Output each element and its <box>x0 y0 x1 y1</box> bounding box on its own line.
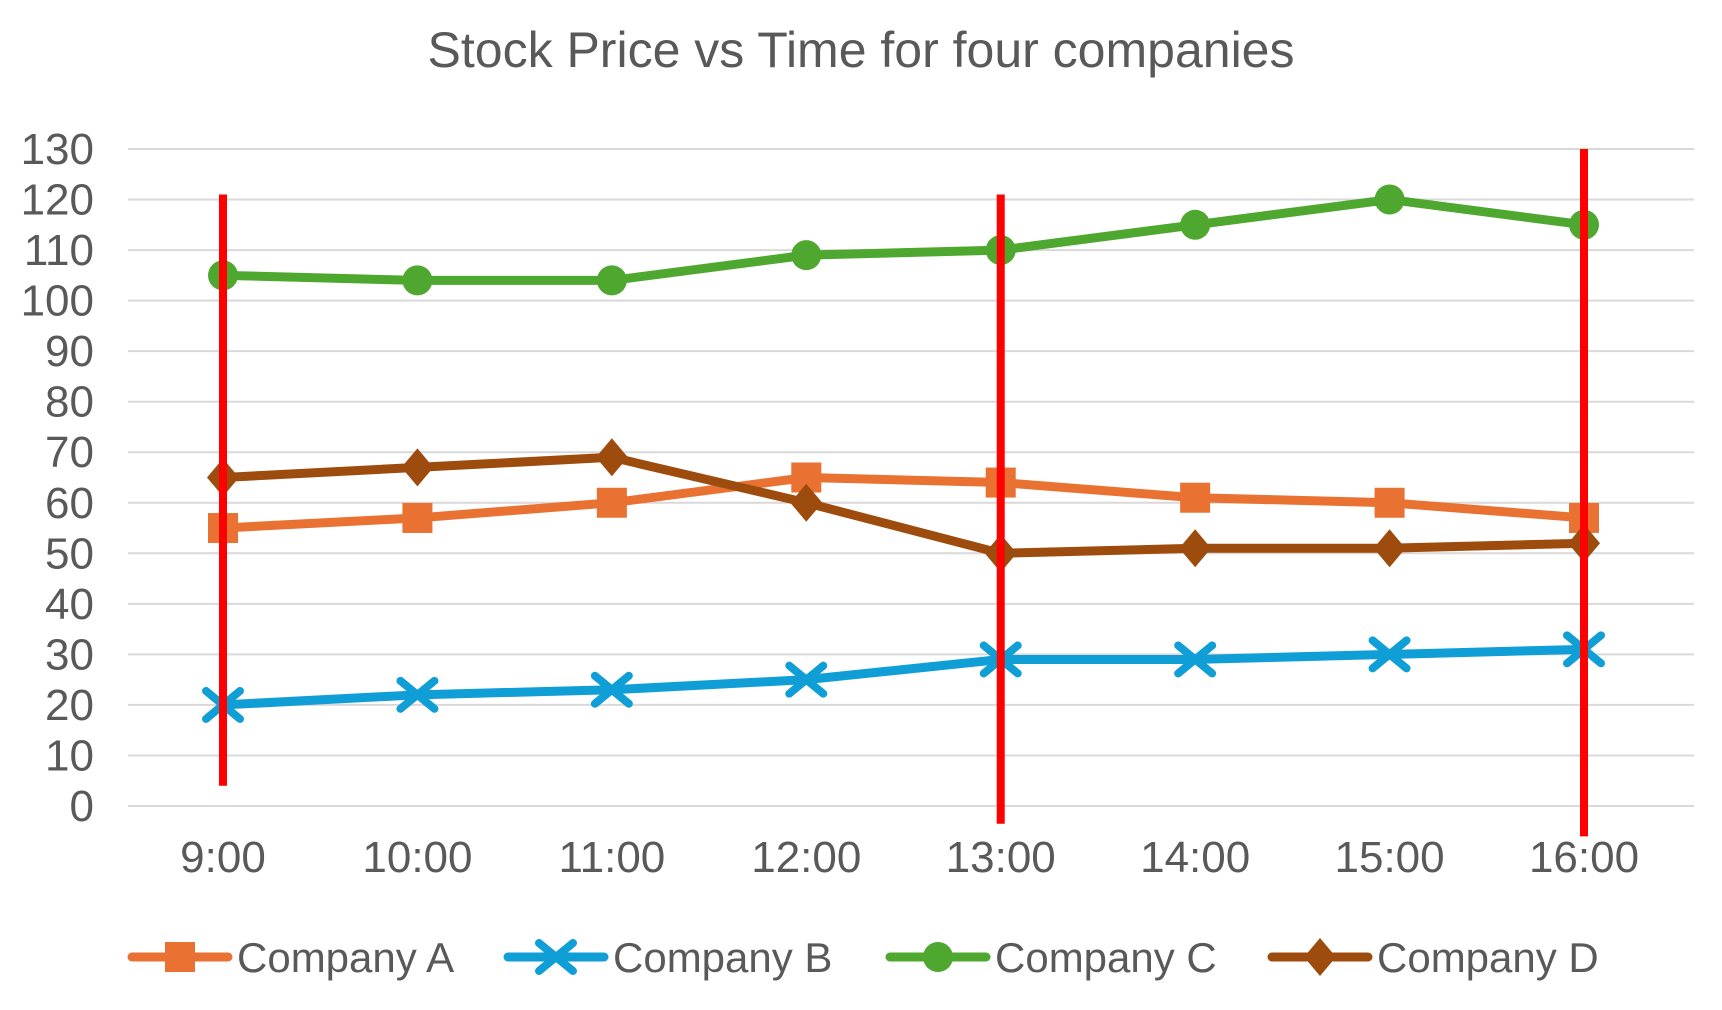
y-axis-label: 130 <box>21 125 94 174</box>
series-line-company-d <box>218 452 1589 558</box>
legend-marker-company-c <box>923 942 953 972</box>
data-point-company-a-11:00 <box>596 487 627 518</box>
data-point-company-d-15:00 <box>1373 529 1406 568</box>
x-axis-label: 10:00 <box>362 833 472 882</box>
x-axis-label: 13:00 <box>946 833 1056 882</box>
legend-label-company-b: Company B <box>613 934 832 981</box>
legend-marker-company-b <box>535 939 577 975</box>
data-point-company-c-12:00 <box>791 240 822 271</box>
y-axis-label: 50 <box>45 529 94 578</box>
x-axis-label: 14:00 <box>1140 833 1250 882</box>
data-point-company-c-11:00 <box>596 265 627 296</box>
x-axis-label: 9:00 <box>180 833 266 882</box>
y-axis-label: 10 <box>45 731 94 780</box>
data-point-company-c-10:00 <box>402 265 433 296</box>
chart-title: Stock Price vs Time for four companies <box>427 22 1295 78</box>
data-point-company-b-11:00 <box>590 671 633 708</box>
y-axis-label: 70 <box>45 428 94 477</box>
data-point-company-d-11:00 <box>595 438 628 477</box>
data-point-company-d-10:00 <box>401 448 434 487</box>
data-point-company-a-10:00 <box>402 502 433 533</box>
series-line-company-b <box>218 644 1589 710</box>
legend-label-company-d: Company D <box>1377 934 1599 981</box>
data-point-company-a-15:00 <box>1374 487 1405 518</box>
y-axis-label: 60 <box>45 479 94 528</box>
y-axis-label: 30 <box>45 630 94 679</box>
data-point-company-b-14:00 <box>1174 641 1217 678</box>
data-point-company-a-14:00 <box>1180 482 1211 513</box>
y-axis-label: 20 <box>45 681 94 730</box>
series-line-company-a <box>218 473 1589 533</box>
legend-marker-company-a <box>165 942 195 972</box>
data-point-company-b-12:00 <box>785 661 828 698</box>
x-axis-label: 11:00 <box>558 833 665 882</box>
y-axis-label: 0 <box>70 782 94 831</box>
series-line-company-c <box>218 195 1589 285</box>
data-point-company-c-15:00 <box>1374 184 1405 215</box>
data-point-company-c-14:00 <box>1180 209 1211 240</box>
y-axis-label: 100 <box>21 277 94 326</box>
data-point-company-b-15:00 <box>1368 636 1411 673</box>
y-axis-label: 120 <box>21 176 94 225</box>
y-axis-label: 40 <box>45 580 94 629</box>
legend-label-company-c: Company C <box>995 934 1217 981</box>
y-axis-label: 80 <box>45 378 94 427</box>
data-point-company-b-10:00 <box>396 676 439 713</box>
data-point-company-d-12:00 <box>790 483 823 522</box>
legend-label-company-a: Company A <box>237 934 454 981</box>
x-axis-label: 16:00 <box>1529 833 1639 882</box>
y-axis-label: 110 <box>24 226 94 275</box>
data-point-company-d-14:00 <box>1179 529 1212 568</box>
y-axis-label: 90 <box>45 327 94 376</box>
x-axis-label: 15:00 <box>1335 833 1445 882</box>
legend-marker-company-d <box>1304 938 1336 976</box>
x-axis-label: 12:00 <box>751 833 861 882</box>
